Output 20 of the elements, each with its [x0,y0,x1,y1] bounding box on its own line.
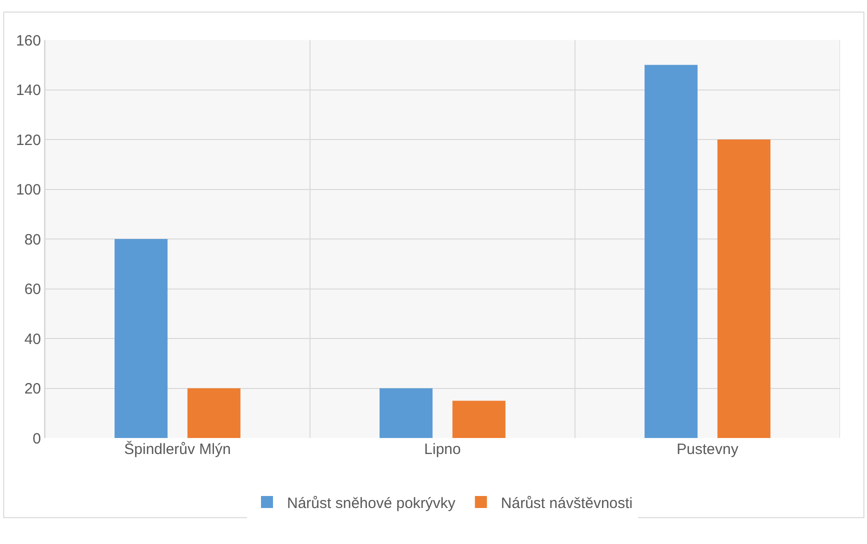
y-tick-label: 0 [32,430,41,448]
bar [644,64,698,438]
y-tick-label: 120 [16,132,41,149]
y-tick-label: 60 [24,281,41,298]
x-tick-label: Lipno [424,441,461,458]
y-tick-label: 100 [16,182,41,198]
bar [452,400,506,438]
bar [380,388,433,438]
bar [114,239,168,438]
legend-label: Nárůst sněhové pokrývky [287,494,456,512]
y-tick-label: 140 [16,82,41,99]
legend-label: Nárůst návštěvnosti [500,494,633,512]
bar [187,388,240,438]
y-tick-label: 160 [16,32,41,50]
y-tick-label: 20 [24,380,41,398]
y-tick-label: 80 [24,231,41,248]
x-tick-label: Pustevny [676,441,739,458]
bar [717,140,770,438]
y-tick-label: 40 [24,330,41,348]
x-tick-label: Špindlerův Mlýn [124,440,231,458]
